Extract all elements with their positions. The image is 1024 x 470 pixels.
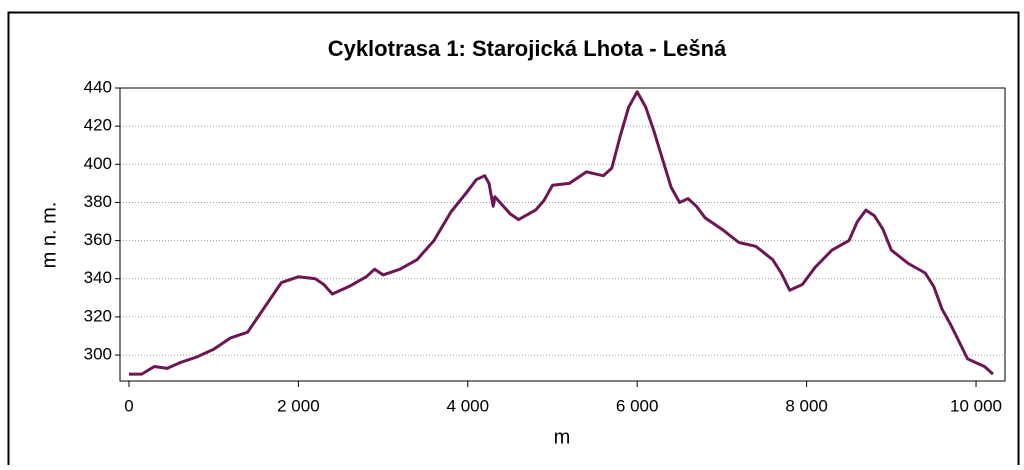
frame <box>7 11 1020 470</box>
y-tick-label: 340 <box>84 268 112 287</box>
chart-title: Cyklotrasa 1: Starojická Lhota - Lešná <box>328 36 727 61</box>
y-tick-label: 380 <box>84 192 112 211</box>
x-tick-label: 0 <box>124 396 133 415</box>
x-tick-label: 10 000 <box>950 396 1002 415</box>
y-tick-label: 400 <box>84 154 112 173</box>
y-tick-label: 300 <box>84 345 112 364</box>
y-tick-label: 440 <box>84 77 112 96</box>
x-tick-label: 4 000 <box>447 396 490 415</box>
x-axis-label: m <box>554 426 571 448</box>
x-tick-label: 6 000 <box>616 396 659 415</box>
x-tick-label: 8 000 <box>785 396 828 415</box>
y-tick-label: 320 <box>84 306 112 325</box>
elevation-line <box>129 90 994 376</box>
y-tick-label: 420 <box>84 116 112 135</box>
plot-area <box>119 87 1006 382</box>
y-tick-label: 360 <box>84 230 112 249</box>
y-axis-label: m n. m. <box>38 202 60 269</box>
x-tick-label: 2 000 <box>277 396 320 415</box>
